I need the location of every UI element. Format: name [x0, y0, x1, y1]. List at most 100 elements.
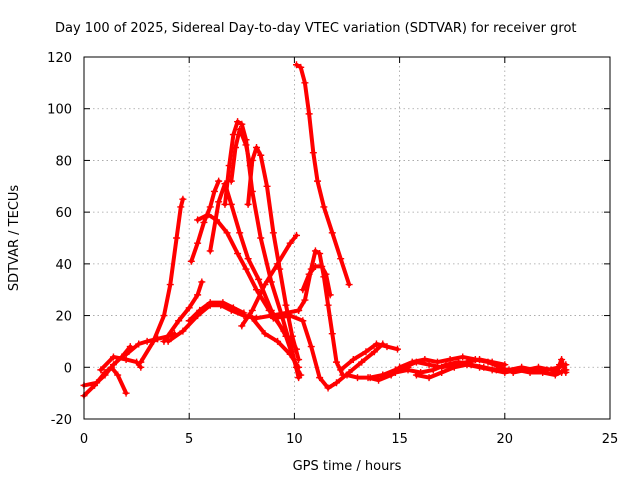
series-s14 — [244, 144, 303, 364]
data-point-marker — [324, 384, 332, 392]
y-tick-label: 60 — [55, 206, 72, 221]
data-point-marker — [322, 270, 330, 278]
data-point-marker — [551, 368, 559, 376]
data-point-marker — [179, 327, 187, 335]
series-s8 — [185, 299, 248, 325]
data-point-marker — [274, 260, 282, 268]
data-point-marker — [219, 299, 227, 307]
data-point-marker — [267, 278, 275, 286]
data-point-marker — [349, 356, 357, 364]
data-point-marker — [240, 309, 248, 317]
data-point-marker — [229, 131, 237, 139]
data-point-marker — [101, 371, 109, 379]
data-point-marker — [223, 229, 231, 237]
data-point-marker — [93, 379, 101, 387]
data-point-marker — [267, 306, 275, 314]
data-point-marker — [109, 361, 117, 369]
data-point-marker — [204, 211, 212, 219]
x-tick-label: 20 — [497, 432, 514, 447]
data-point-marker — [375, 376, 383, 384]
data-point-marker — [316, 250, 324, 258]
data-point-marker — [295, 363, 303, 371]
data-point-marker — [459, 353, 467, 361]
data-point-marker — [526, 368, 534, 376]
data-point-marker — [269, 314, 277, 322]
data-point-marker — [122, 350, 130, 358]
data-point-marker — [412, 371, 420, 379]
data-point-marker — [295, 374, 303, 382]
data-point-marker — [206, 203, 214, 211]
data-point-marker — [332, 379, 340, 387]
data-point-marker — [248, 314, 256, 322]
data-point-marker — [393, 345, 401, 353]
data-point-marker — [311, 247, 319, 255]
y-tick-label: 40 — [55, 258, 72, 273]
data-point-marker — [206, 299, 214, 307]
data-point-marker — [179, 195, 187, 203]
data-point-marker — [383, 343, 391, 351]
data-point-marker — [185, 304, 193, 312]
data-point-marker — [558, 356, 566, 364]
data-point-marker — [396, 363, 404, 371]
data-point-marker — [295, 356, 303, 364]
data-point-marker — [286, 350, 294, 358]
y-tick-label: 100 — [47, 103, 72, 118]
data-point-marker — [364, 374, 372, 382]
data-point-marker — [295, 306, 303, 314]
data-point-marker — [293, 231, 301, 239]
x-tick-label: 5 — [185, 432, 193, 447]
data-point-marker — [404, 366, 412, 374]
data-point-marker — [345, 281, 353, 289]
data-point-marker — [471, 356, 479, 364]
data-point-marker — [286, 312, 294, 320]
data-point-marker — [358, 358, 366, 366]
data-point-marker — [446, 356, 454, 364]
axis-ticks: 0 5 10 15 20 25 -20 0 20 40 60 80 100 120 — [47, 51, 618, 447]
data-point-marker — [231, 144, 239, 151]
data-point-marker — [463, 361, 471, 369]
data-point-marker — [343, 371, 351, 379]
data-point-marker — [324, 301, 332, 309]
data-point-marker — [143, 337, 151, 345]
data-point-marker — [534, 363, 542, 371]
data-point-marker — [501, 368, 509, 376]
data-point-marker — [164, 337, 172, 345]
data-point-marker — [221, 200, 229, 208]
y-tick-label: -20 — [51, 413, 72, 428]
data-point-marker — [316, 374, 324, 382]
data-point-marker — [484, 358, 492, 366]
data-point-marker — [274, 337, 282, 345]
data-point-marker — [242, 141, 250, 149]
series-s1 — [80, 363, 130, 400]
data-point-marker — [421, 356, 429, 364]
data-point-marker — [215, 198, 223, 206]
data-point-marker — [425, 374, 433, 382]
data-point-marker — [122, 389, 130, 397]
data-point-marker — [227, 177, 235, 185]
series-s6 — [160, 278, 206, 345]
data-point-marker — [244, 200, 252, 208]
data-series — [80, 61, 570, 400]
data-point-marker — [236, 125, 244, 133]
data-point-marker — [255, 275, 263, 283]
data-point-marker — [337, 255, 345, 263]
series-s3 — [97, 353, 145, 374]
x-axis-label: GPS time / hours — [293, 459, 402, 474]
data-point-marker — [320, 203, 328, 211]
x-tick-label: 10 — [286, 432, 303, 447]
data-point-marker — [229, 304, 237, 312]
data-point-marker — [196, 306, 204, 314]
data-point-marker — [328, 330, 336, 338]
data-point-marker — [244, 255, 252, 263]
data-point-marker — [238, 322, 246, 330]
y-tick-label: 80 — [55, 154, 72, 169]
series-s20 — [269, 312, 387, 392]
series-s15 — [238, 231, 301, 330]
data-point-marker — [238, 120, 246, 128]
data-point-marker — [318, 262, 326, 270]
data-point-marker — [135, 340, 143, 348]
series-s27 — [551, 356, 570, 376]
data-point-marker — [248, 306, 256, 314]
data-point-marker — [166, 281, 174, 289]
data-point-marker — [194, 216, 202, 224]
